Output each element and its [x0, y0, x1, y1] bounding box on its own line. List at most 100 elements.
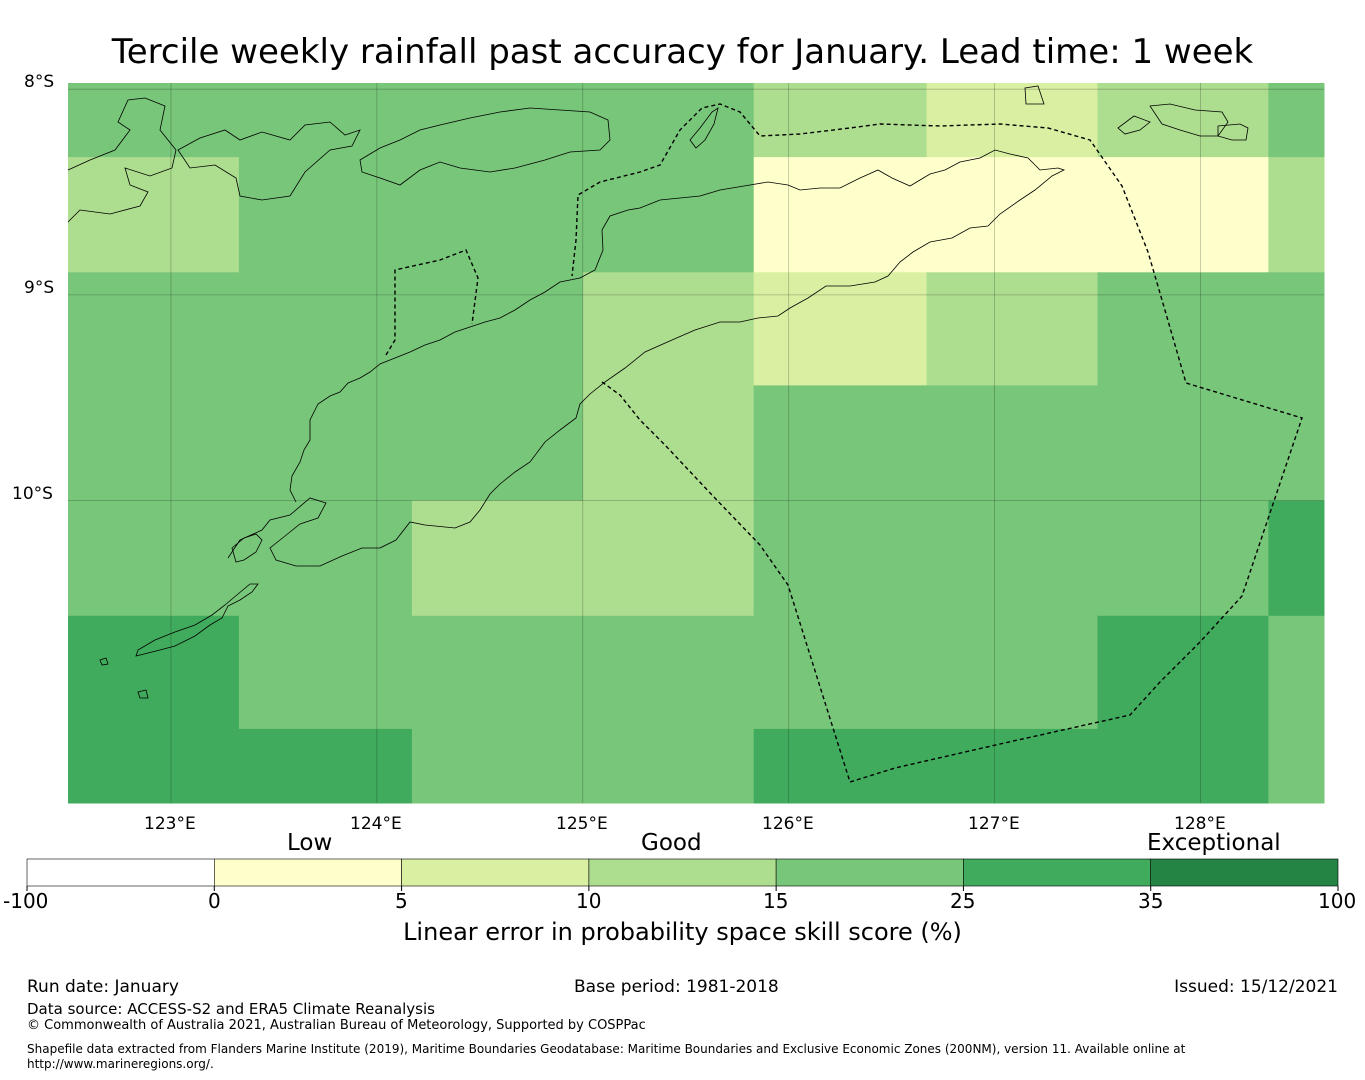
skill-cell [411, 500, 584, 617]
lon-label-126e: 126°E [762, 814, 814, 834]
colorbar-segment [214, 858, 402, 887]
base-period: Base period: 1981-2018 [574, 977, 779, 997]
skill-cell [926, 385, 1098, 502]
skill-cell [582, 615, 755, 730]
copyright: © Commonwealth of Australia 2021, Austra… [27, 1018, 646, 1033]
colorbar-segment [588, 858, 777, 887]
skill-cell [753, 83, 928, 158]
lat-label-9s: 9°S [24, 278, 55, 298]
colorbar-segment [963, 858, 1152, 887]
skill-cell [753, 728, 928, 804]
skill-cell [753, 157, 928, 273]
skill-cell [411, 272, 584, 386]
skill-cell [1097, 500, 1269, 617]
lat-label-10s: 10°S [12, 484, 53, 504]
coastlines [67, 85, 1249, 699]
skill-cell [68, 728, 240, 804]
coastline-timor [227, 149, 1066, 567]
skill-cell [411, 83, 584, 158]
skill-cell [582, 728, 755, 804]
skill-cell [1268, 615, 1325, 730]
shapefile-url[interactable]: http://www.marineregions.org/. [27, 1057, 214, 1071]
run-date: Run date: January [27, 977, 179, 997]
maritime-boundaries [385, 103, 1303, 783]
coastline-ndao [99, 657, 149, 699]
lon-label-124e: 124°E [350, 814, 402, 834]
skill-cell [1097, 83, 1269, 158]
cb-tick: 15 [763, 889, 789, 913]
coastline-alor-islands [177, 121, 361, 201]
skill-cell [926, 615, 1098, 730]
cb-tick: 10 [576, 889, 602, 913]
skill-cell [238, 728, 413, 804]
band-label-exceptional: Exceptional [1147, 830, 1281, 856]
skill-grid [68, 83, 1325, 804]
skill-cell [68, 500, 240, 617]
coastline-atauro [689, 107, 719, 149]
skill-cell [1097, 272, 1269, 386]
skill-cell [926, 272, 1098, 386]
skill-cell [753, 615, 928, 730]
data-source: Data source: ACCESS-S2 and ERA5 Climate … [27, 1000, 435, 1018]
eez-boundary-timor-leste [571, 103, 1303, 783]
skill-cell [1097, 615, 1269, 730]
skill-cell [582, 500, 755, 617]
cb-tick: 25 [950, 889, 976, 913]
map-title: Tercile weekly rainfall past accuracy fo… [111, 32, 1254, 72]
colorbar-segment [26, 858, 215, 887]
skill-cell [753, 385, 928, 502]
skill-cell [238, 83, 413, 158]
coastline-island-2 [1149, 103, 1229, 137]
issued-date: Issued: 15/12/2021 [1174, 977, 1338, 997]
cb-tick: 35 [1138, 889, 1164, 913]
band-label-good: Good [641, 830, 702, 856]
skill-cell [582, 385, 755, 502]
skill-cell [411, 385, 584, 502]
skill-cell [753, 272, 928, 386]
band-label-low: Low [287, 830, 333, 856]
cb-tick: 0 [208, 889, 221, 913]
coastline-island-3 [1117, 115, 1151, 135]
skill-cell [1268, 83, 1325, 158]
skill-cell [1097, 728, 1269, 804]
skill-cell [926, 157, 1098, 273]
colorbar [26, 858, 1339, 891]
skill-cell [1268, 385, 1325, 502]
lon-label-128e: 128°E [1174, 814, 1226, 834]
skill-cell [1268, 500, 1325, 617]
skill-cell [582, 157, 755, 273]
skill-cell [238, 157, 413, 273]
skill-cell [926, 728, 1098, 804]
lon-label-123e: 123°E [144, 814, 196, 834]
skill-cell [926, 83, 1098, 158]
skill-cell [926, 500, 1098, 617]
coastline-wetar [359, 107, 611, 186]
coastline-semau [231, 533, 263, 563]
lon-label-127e: 127°E [968, 814, 1020, 834]
lat-label-8s: 8°S [24, 72, 55, 92]
skill-cell [68, 83, 240, 158]
skill-cell [1268, 728, 1325, 804]
skill-cell [68, 385, 240, 502]
shapefile-credit: Shapefile data extracted from Flanders M… [27, 1042, 1186, 1056]
skill-cell [411, 157, 584, 273]
eez-boundary-oecusse [385, 249, 479, 356]
skill-cell [1097, 385, 1269, 502]
skill-cell [582, 83, 755, 158]
coastline-island-1 [1024, 85, 1045, 105]
skill-cell [68, 615, 240, 730]
skill-cell [753, 500, 928, 617]
colorbar-title: Linear error in probability space skill … [403, 918, 962, 946]
skill-cell [1268, 272, 1325, 386]
cb-tick: 5 [395, 889, 408, 913]
colorbar-segment [775, 858, 964, 887]
colorbar-segment [401, 858, 590, 887]
skill-cell [238, 615, 413, 730]
coastline-island-4 [1217, 123, 1249, 141]
colorbar-segment [1150, 858, 1339, 887]
skill-cell [411, 728, 584, 804]
skill-cell [1268, 157, 1325, 273]
skill-cell [411, 615, 584, 730]
coastline-flores-east [67, 97, 177, 223]
